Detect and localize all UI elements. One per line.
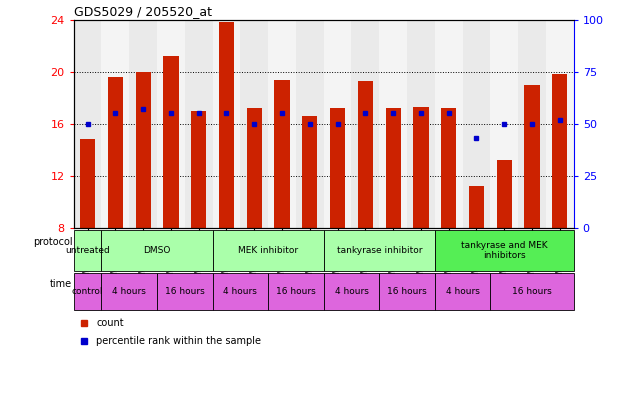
Text: DMSO: DMSO bbox=[144, 246, 171, 255]
Bar bbox=[379, 273, 435, 310]
Text: MEK inhibitor: MEK inhibitor bbox=[238, 246, 298, 255]
Bar bbox=[324, 20, 351, 228]
Bar bbox=[268, 20, 296, 228]
Bar bbox=[302, 116, 317, 228]
Bar bbox=[80, 140, 96, 228]
Bar bbox=[463, 20, 490, 228]
Text: untreated: untreated bbox=[65, 246, 110, 255]
Bar bbox=[524, 85, 540, 228]
Bar bbox=[330, 108, 345, 228]
Bar bbox=[74, 230, 101, 271]
Bar bbox=[324, 230, 435, 271]
Bar bbox=[490, 273, 574, 310]
Bar bbox=[163, 56, 179, 228]
Text: tankyrase and MEK
inhibitors: tankyrase and MEK inhibitors bbox=[461, 241, 547, 260]
Bar bbox=[546, 20, 574, 228]
Bar bbox=[135, 72, 151, 228]
Bar bbox=[435, 20, 463, 228]
Bar bbox=[435, 273, 490, 310]
Bar bbox=[129, 20, 157, 228]
Text: 4 hours: 4 hours bbox=[335, 287, 369, 296]
Bar bbox=[274, 79, 290, 228]
Bar bbox=[191, 111, 206, 228]
Text: 16 hours: 16 hours bbox=[276, 287, 316, 296]
Text: GDS5029 / 205520_at: GDS5029 / 205520_at bbox=[74, 6, 212, 18]
Bar bbox=[101, 230, 213, 271]
Bar bbox=[469, 186, 484, 228]
Bar bbox=[413, 107, 429, 228]
Bar bbox=[213, 273, 268, 310]
Bar bbox=[490, 20, 518, 228]
Text: tankyrase inhibitor: tankyrase inhibitor bbox=[337, 246, 422, 255]
Bar bbox=[358, 81, 373, 228]
Bar bbox=[108, 77, 123, 228]
Bar bbox=[157, 273, 213, 310]
Bar bbox=[219, 22, 234, 228]
Bar bbox=[296, 20, 324, 228]
Text: time: time bbox=[50, 279, 72, 289]
Bar bbox=[379, 20, 407, 228]
Text: 4 hours: 4 hours bbox=[112, 287, 146, 296]
Text: protocol: protocol bbox=[33, 237, 72, 247]
Text: control: control bbox=[72, 287, 103, 296]
Bar bbox=[240, 20, 268, 228]
Bar bbox=[213, 20, 240, 228]
Text: 16 hours: 16 hours bbox=[512, 287, 552, 296]
Text: 4 hours: 4 hours bbox=[445, 287, 479, 296]
Bar bbox=[101, 273, 157, 310]
Bar bbox=[157, 20, 185, 228]
Bar bbox=[385, 108, 401, 228]
Bar bbox=[268, 273, 324, 310]
Bar bbox=[497, 160, 512, 228]
Bar bbox=[324, 273, 379, 310]
Bar bbox=[518, 20, 546, 228]
Bar bbox=[101, 20, 129, 228]
Text: count: count bbox=[96, 318, 124, 329]
Bar bbox=[407, 20, 435, 228]
Bar bbox=[441, 108, 456, 228]
Bar bbox=[435, 230, 574, 271]
Text: 4 hours: 4 hours bbox=[224, 287, 257, 296]
Bar bbox=[185, 20, 213, 228]
Bar bbox=[213, 230, 324, 271]
Bar bbox=[74, 20, 101, 228]
Text: percentile rank within the sample: percentile rank within the sample bbox=[96, 336, 262, 346]
Bar bbox=[247, 108, 262, 228]
Bar bbox=[351, 20, 379, 228]
Bar bbox=[74, 273, 101, 310]
Bar bbox=[552, 74, 567, 228]
Text: 16 hours: 16 hours bbox=[165, 287, 204, 296]
Text: 16 hours: 16 hours bbox=[387, 287, 427, 296]
